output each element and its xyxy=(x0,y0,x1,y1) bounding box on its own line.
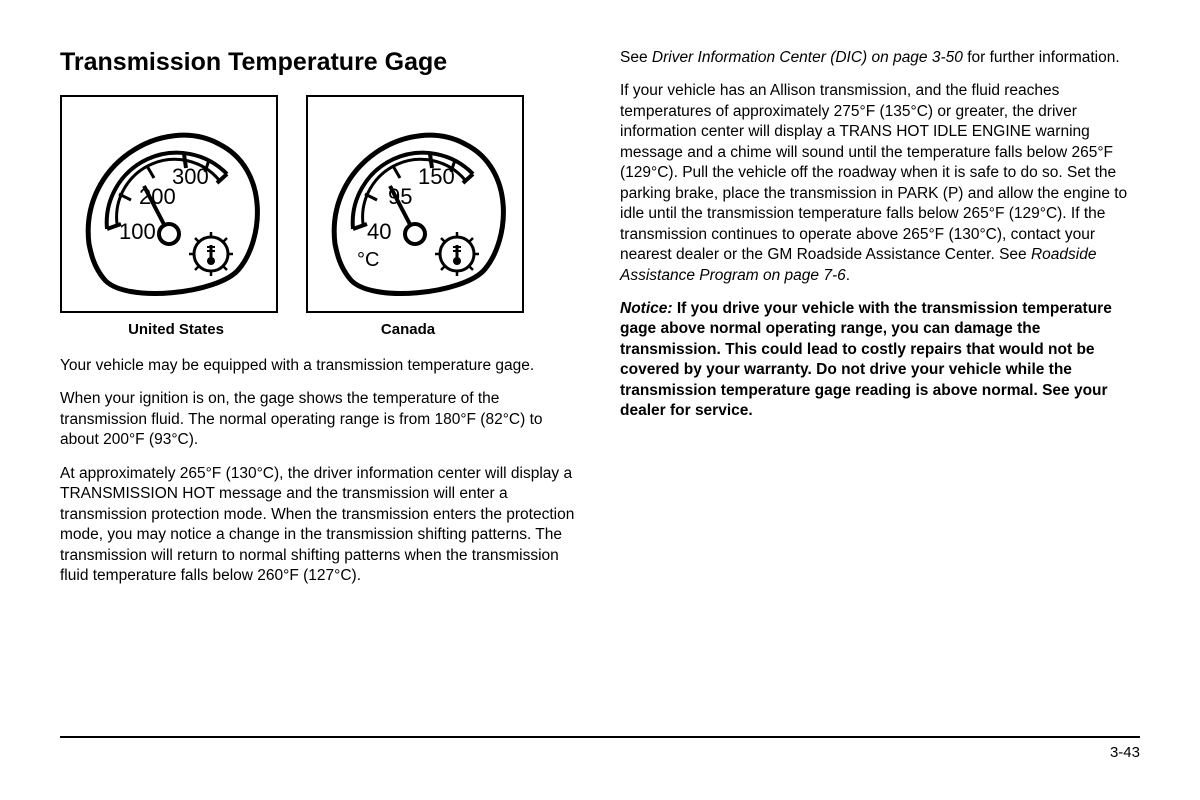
notice-label: Notice: xyxy=(620,300,673,317)
r1-ref: Driver Information Center (DIC) on page … xyxy=(652,49,963,66)
right-para-1: See Driver Information Center (DIC) on p… xyxy=(620,48,1140,68)
left-para-1: Your vehicle may be equipped with a tran… xyxy=(60,356,580,376)
r1-post: for further information. xyxy=(963,49,1120,66)
r1-pre: See xyxy=(620,49,652,66)
left-para-3: At approximately 265°F (130°C), the driv… xyxy=(60,464,580,587)
gage-ca-unit: °C xyxy=(357,249,379,271)
notice-para: Notice: If you drive your vehicle with t… xyxy=(620,299,1140,422)
gage-us-label-low: 100 xyxy=(119,219,156,244)
gage-canada: 40 95 150 °C xyxy=(306,95,524,313)
gage-illustrations: 100 200 300 xyxy=(60,95,580,313)
r2-pre: If your vehicle has an Allison transmiss… xyxy=(620,82,1127,263)
gage-ca-label-low: 40 xyxy=(367,219,391,244)
left-column: Transmission Temperature Gage 100 xyxy=(60,48,580,728)
gage-us: 100 200 300 xyxy=(60,95,278,313)
left-para-2: When your ignition is on, the gage shows… xyxy=(60,389,580,450)
gage-ca-label-high: 150 xyxy=(418,164,455,189)
page-footer: 3-43 xyxy=(60,736,1140,761)
notice-text: If you drive your vehicle with the trans… xyxy=(620,300,1112,419)
caption-ca: Canada xyxy=(292,321,524,338)
gage-captions: United States Canada xyxy=(60,321,524,338)
right-column: See Driver Information Center (DIC) on p… xyxy=(620,48,1140,728)
caption-us: United States xyxy=(60,321,292,338)
gage-us-label-high: 300 xyxy=(172,164,209,189)
page-number: 3-43 xyxy=(1110,744,1140,761)
gage-us-svg: 100 200 300 xyxy=(69,104,269,304)
gage-ca-svg: 40 95 150 °C xyxy=(315,104,515,304)
page-content: Transmission Temperature Gage 100 xyxy=(60,48,1140,728)
r2-post: . xyxy=(846,267,850,284)
right-para-2: If your vehicle has an Allison transmiss… xyxy=(620,81,1140,286)
section-title: Transmission Temperature Gage xyxy=(60,48,580,77)
